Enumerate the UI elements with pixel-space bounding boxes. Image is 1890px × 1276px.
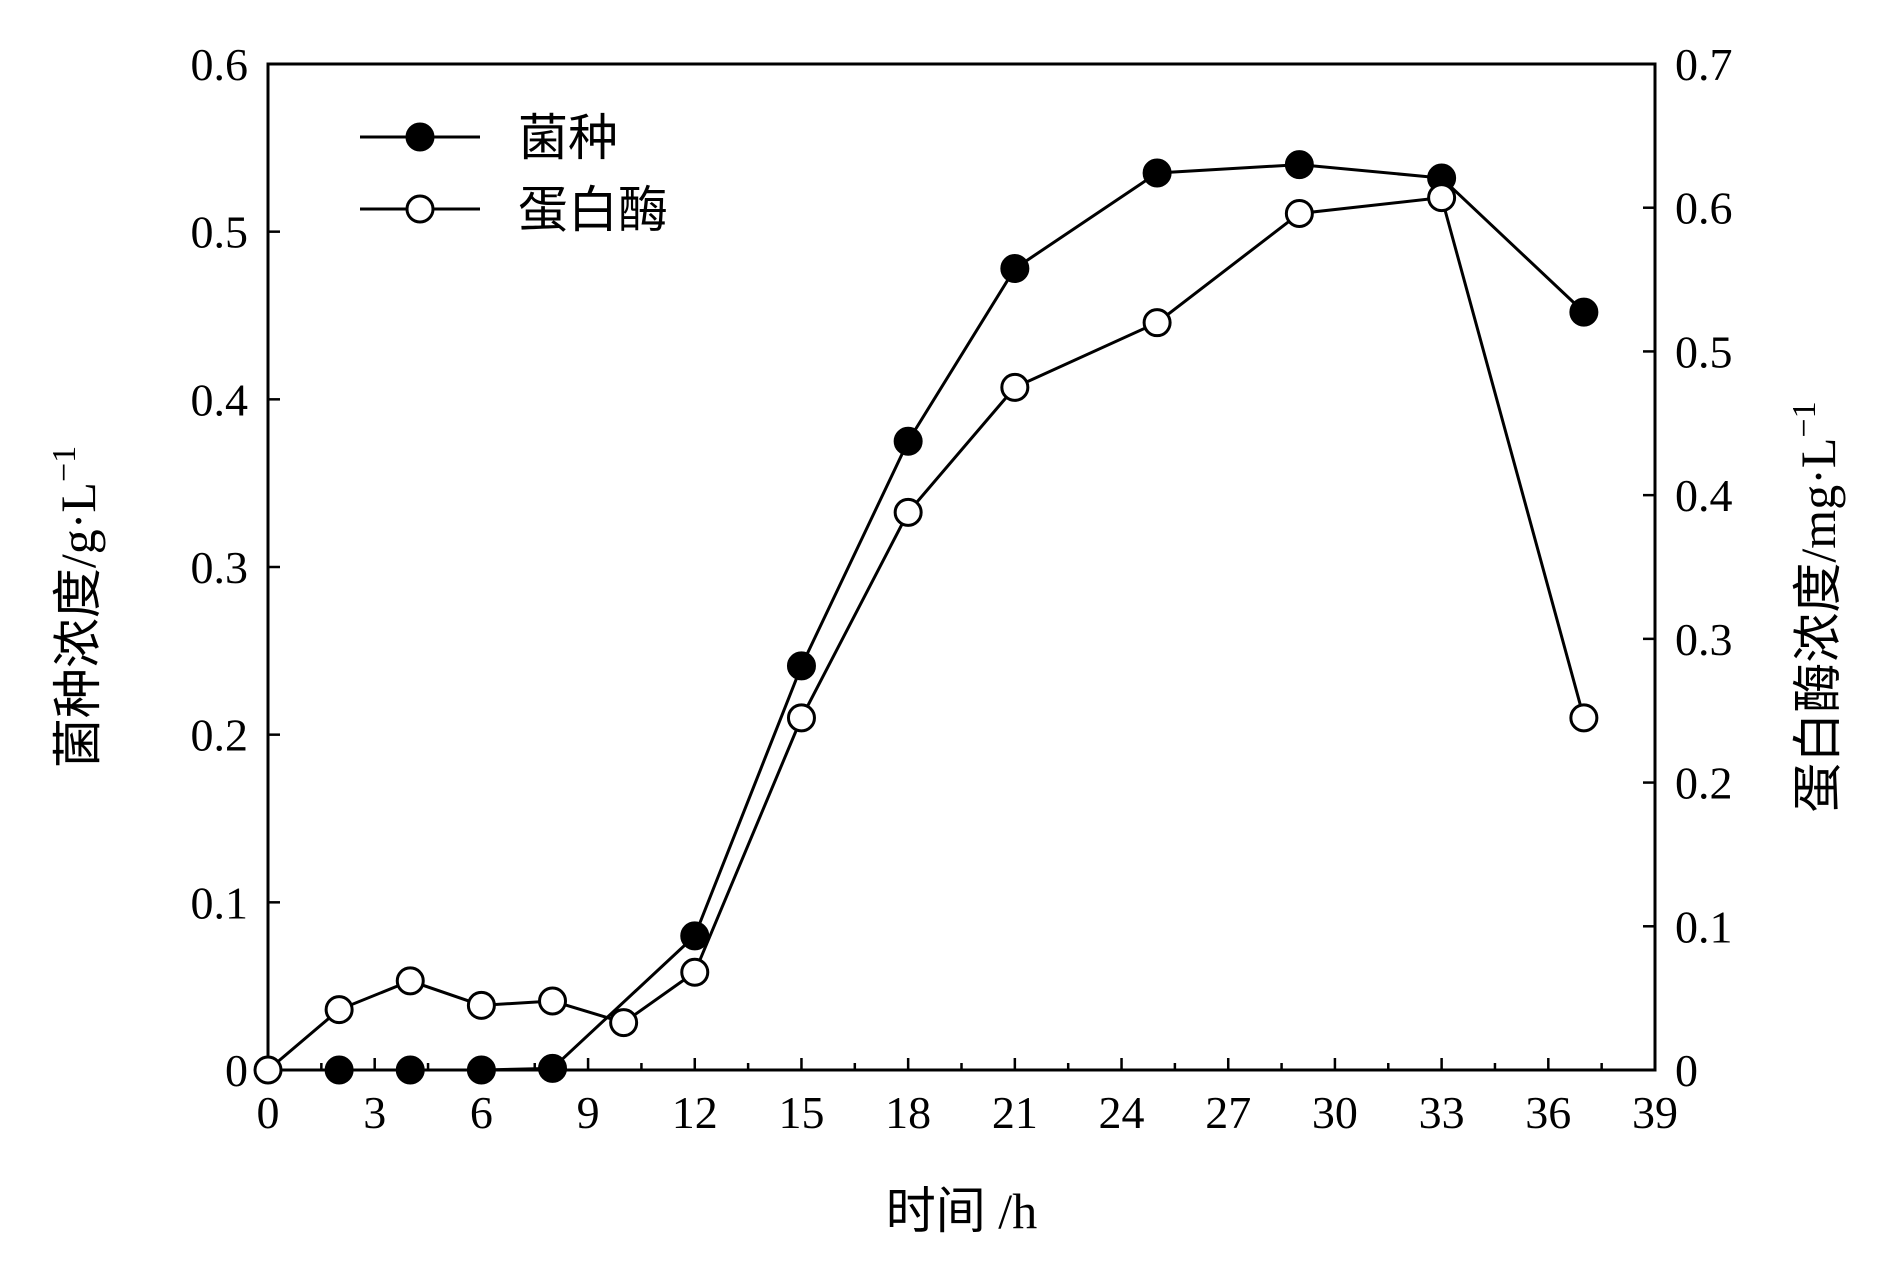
y-left-tick-label: 0.6	[191, 39, 249, 90]
x-tick-label: 15	[778, 1087, 824, 1138]
x-tick-label: 30	[1312, 1087, 1358, 1138]
legend-label-1: 菌种	[518, 110, 618, 166]
series-2-point	[1427, 183, 1457, 213]
y-left-tick-label: 0.3	[191, 542, 249, 593]
series-1-point	[1000, 254, 1030, 284]
series-2-point	[680, 957, 710, 987]
series-2-point	[1284, 198, 1314, 228]
y-right-tick-label: 0.2	[1675, 758, 1733, 809]
x-tick-label: 12	[672, 1087, 718, 1138]
x-tick-label: 3	[363, 1087, 386, 1138]
y-right-tick-label: 0	[1675, 1045, 1698, 1096]
x-tick-label: 0	[257, 1087, 280, 1138]
series-line-1	[339, 163, 1585, 1072]
series-2-point	[253, 1055, 283, 1085]
y-axis-left-title-text: 菌种浓度/g·L	[50, 482, 106, 768]
y-left-tick-label: 0	[225, 1045, 248, 1096]
series-1-point	[786, 651, 816, 681]
series-1-point	[1284, 150, 1314, 180]
x-tick-label: 21	[992, 1087, 1038, 1138]
series-2-point	[1142, 308, 1172, 338]
series-1-point	[466, 1055, 496, 1085]
y-right-tick-label: 0.7	[1675, 39, 1733, 90]
series-1-point	[893, 426, 923, 456]
x-tick-label: 6	[470, 1087, 493, 1138]
series-2-point	[1569, 703, 1599, 733]
series-2-point	[893, 497, 923, 527]
series-2-point	[466, 990, 496, 1020]
y-right-tick-label: 0.6	[1675, 183, 1733, 234]
series-layer	[253, 150, 1599, 1085]
series-line-2	[267, 196, 1586, 1072]
series-1-point	[395, 1055, 425, 1085]
y-axis-left-title: 菌种浓度/g·L−1	[46, 446, 106, 768]
y-right-tick-label: 0.5	[1675, 326, 1733, 377]
x-tick-label: 27	[1205, 1087, 1251, 1138]
series-1-point	[680, 921, 710, 951]
y-left-tick-label: 0.2	[191, 710, 249, 761]
legend-marker-2	[405, 194, 435, 224]
series-2-point	[786, 703, 816, 733]
y-left-tick-label: 0.5	[191, 207, 249, 258]
y-right-tick-label: 0.4	[1675, 470, 1733, 521]
series-2-point	[609, 1008, 639, 1038]
series-2-point	[395, 966, 425, 996]
y-axis-right-title-text: 蛋白酶浓度/mg·L	[1790, 438, 1846, 813]
x-tick-label: 33	[1419, 1087, 1465, 1138]
series-2-point	[324, 995, 354, 1025]
legend-label-2: 蛋白酶	[518, 182, 668, 238]
x-tick-label: 24	[1099, 1087, 1145, 1138]
legend-marker-1	[405, 122, 435, 152]
y-right-tick-label: 0.1	[1675, 901, 1733, 952]
y-axis-right-title: 蛋白酶浓度/mg·L−1	[1786, 401, 1846, 812]
series-1-point	[538, 1053, 568, 1083]
x-tick-label: 18	[885, 1087, 931, 1138]
x-tick-label: 39	[1632, 1087, 1678, 1138]
y-right-tick-label: 0.3	[1675, 614, 1733, 665]
y-axis-left-title-superscript: −1	[46, 446, 83, 482]
y-left-tick-label: 0.1	[191, 877, 249, 928]
series-1-point	[1142, 158, 1172, 188]
series-2-point	[1000, 372, 1030, 402]
y-left-tick-label: 0.4	[191, 374, 249, 425]
series-2-point	[538, 986, 568, 1016]
x-axis-title: 时间 /h	[886, 1183, 1037, 1239]
series-1-point	[1569, 297, 1599, 327]
ticks: 0 3 6 9 12 15 18 21 24 27 30 33 36 3900.10.20.30.40.5…	[191, 39, 1733, 1138]
x-tick-label: 9	[577, 1087, 600, 1138]
y-axis-right-title-superscript: −1	[1786, 401, 1823, 437]
series-1-point	[324, 1055, 354, 1085]
x-tick-label: 36	[1525, 1087, 1571, 1138]
